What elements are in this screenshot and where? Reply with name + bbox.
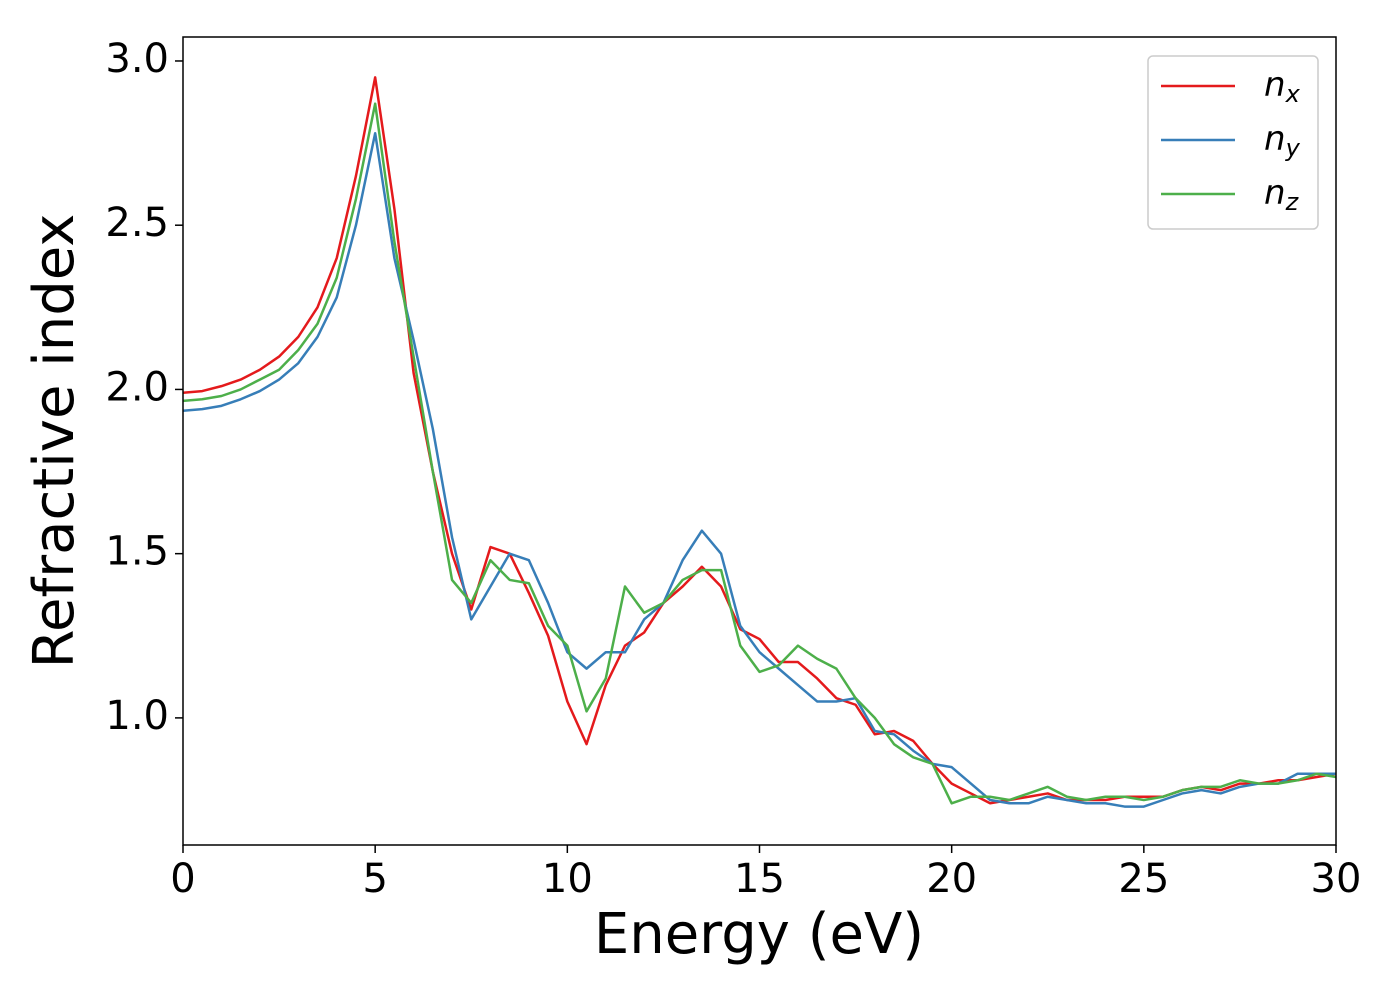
x-tick-label: 10 (542, 856, 593, 902)
plot-frame (182, 36, 1337, 846)
x-tick-label: 5 (362, 856, 387, 902)
legend-label: nx (1264, 65, 1301, 109)
legend-label: nz (1264, 173, 1300, 217)
legend-label: ny (1264, 119, 1301, 163)
x-axis-label: Energy (eV) (594, 902, 924, 967)
x-tick-label: 25 (1118, 856, 1169, 902)
legend-box (1147, 55, 1319, 230)
data-line (183, 76, 1336, 805)
x-tick-label: 20 (926, 856, 977, 902)
y-tick-label: 1.5 (105, 529, 169, 575)
y-tick-label: 2.5 (105, 200, 169, 246)
y-tick-label: 2.0 (105, 364, 169, 410)
x-tick-label: 30 (1311, 856, 1362, 902)
x-tick-label: 15 (734, 856, 785, 902)
y-tick-label: 1.0 (105, 693, 169, 739)
y-tick-label: 3.0 (105, 36, 169, 82)
data-line (183, 131, 1336, 808)
y-axis-label: Refractive index (22, 214, 87, 669)
x-tick-label: 0 (170, 856, 195, 902)
data-line (183, 102, 1336, 805)
